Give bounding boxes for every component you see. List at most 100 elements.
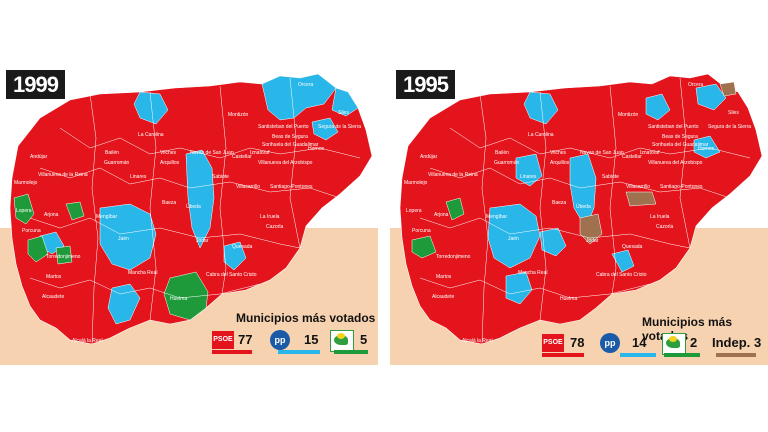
label-cazorla: Cazorla bbox=[266, 224, 283, 230]
legend-bar bbox=[542, 353, 584, 357]
label-arquillos: Arquillos bbox=[160, 160, 180, 166]
pp-region bbox=[223, 241, 247, 271]
label-lopera: Lopera bbox=[16, 208, 32, 214]
label-jaen: Jaén bbox=[118, 236, 129, 242]
label-iznatoraf: Iznatoraf bbox=[250, 150, 270, 156]
label-huelma: Huelma bbox=[560, 296, 577, 302]
pp-region bbox=[185, 149, 215, 249]
label-sorihuela: Sorihuela del Guadalimar bbox=[262, 142, 319, 148]
psoe-logo-icon: PSOE bbox=[212, 331, 234, 349]
label-marmolejo: Marmolejo bbox=[14, 180, 38, 186]
municipality-labels: Santa Elena Aldeaquemada Montizón Bailén… bbox=[14, 74, 361, 344]
label-beas: Beas de Segura bbox=[272, 134, 308, 140]
legend-title: Municipios más votados bbox=[236, 311, 376, 325]
legend-bar bbox=[334, 350, 368, 354]
legend-item-pp: pp 14 bbox=[600, 331, 656, 357]
pp-region bbox=[487, 203, 541, 269]
legend-item-iu: 2 bbox=[662, 331, 706, 357]
iu-region bbox=[445, 197, 465, 221]
legend-count: 2 bbox=[690, 335, 698, 350]
pp-region bbox=[539, 227, 567, 257]
label-villacarrillo: Villacarrillo bbox=[626, 184, 650, 190]
legend-item-pp: pp 15 bbox=[270, 328, 325, 354]
pp-logo-icon: pp bbox=[270, 330, 290, 350]
label-guarroman: Guarromán bbox=[494, 160, 520, 166]
label-martos: Martos bbox=[436, 274, 452, 280]
label-la-iruela: La Iruela bbox=[260, 214, 280, 220]
indep-region bbox=[625, 191, 657, 207]
label-mancha-real: Mancha Real bbox=[518, 270, 547, 276]
pp-region bbox=[645, 93, 671, 121]
label-alcala-real: Alcalá la Real bbox=[72, 338, 103, 344]
iu-region bbox=[55, 245, 73, 265]
indep-region bbox=[579, 213, 603, 245]
year-label: 1999 bbox=[6, 70, 65, 99]
label-quesada: Quesada bbox=[622, 244, 643, 250]
iu-region bbox=[27, 235, 49, 263]
label-mengibar: Mengíbar bbox=[486, 214, 507, 220]
legend-bar bbox=[212, 350, 252, 354]
municipal-borders bbox=[29, 77, 361, 345]
municipal-borders bbox=[419, 77, 751, 345]
label-aldeaquemada: Aldeaquemada bbox=[188, 74, 222, 80]
municipality-labels: Santa Elena Aldeaquemada Montizón Bailén… bbox=[404, 74, 751, 344]
pp-region bbox=[311, 117, 339, 141]
label-martos: Martos bbox=[46, 274, 62, 280]
label-torredonjimeno: Torredonjimeno bbox=[46, 254, 81, 260]
label-mengibar: Mengíbar bbox=[96, 214, 117, 220]
pp-logo-icon: pp bbox=[600, 333, 620, 353]
label-montizon: Montizón bbox=[618, 112, 639, 118]
label-guarroman: Guarromán bbox=[104, 160, 130, 166]
label-villanueva-arzobispo: Villanueva del Arzobispo bbox=[648, 160, 703, 166]
label-sabiote: Sabiote bbox=[602, 174, 619, 180]
pp-region bbox=[107, 283, 141, 325]
label-orcera: Orcera bbox=[298, 82, 314, 88]
label-navas: Navas de San Juan bbox=[190, 150, 234, 156]
label-arjona: Arjona bbox=[44, 212, 59, 218]
label-huelma: Huelma bbox=[170, 296, 187, 302]
legend-count: 3 bbox=[754, 335, 762, 350]
label-siles: Siles bbox=[728, 110, 739, 116]
label-santisteban: Santisteban del Puerto bbox=[648, 124, 699, 130]
label-andujar: Andújar bbox=[420, 154, 438, 160]
legend-bar bbox=[716, 353, 756, 357]
label-santa-elena: Santa Elena bbox=[145, 84, 172, 90]
label-jodar: Jódar bbox=[586, 238, 599, 244]
pp-region bbox=[331, 87, 359, 117]
label-la-carolina: La Carolina bbox=[528, 132, 554, 138]
label-montizon: Montizón bbox=[228, 112, 249, 118]
label-baeza: Baeza bbox=[162, 200, 176, 206]
pp-region bbox=[505, 271, 533, 305]
label-villanueva-reina: Villanueva de la Reina bbox=[428, 172, 478, 178]
label-castellar: Castellar bbox=[232, 154, 252, 160]
legend-count: 14 bbox=[632, 335, 647, 350]
year-label: 1995 bbox=[396, 70, 455, 99]
legend-bar bbox=[278, 350, 320, 354]
legend-item-psoe: PSOE 78 bbox=[542, 331, 602, 357]
pp-region bbox=[611, 249, 635, 273]
label-hornos: Hornos bbox=[308, 146, 325, 152]
label-segura: Segura de la Sierra bbox=[708, 124, 751, 130]
label-cazorla: Cazorla bbox=[656, 224, 673, 230]
label-baeza: Baeza bbox=[552, 200, 566, 206]
pp-region bbox=[693, 135, 721, 159]
label-santa-elena: Santa Elena bbox=[535, 84, 562, 90]
label-orcera: Orcera bbox=[688, 82, 704, 88]
label-castellar: Castellar bbox=[622, 154, 642, 160]
label-sabiote: Sabiote bbox=[212, 174, 229, 180]
label-vilches: Vilches bbox=[550, 150, 567, 156]
label-iznatoraf: Iznatoraf bbox=[640, 150, 660, 156]
label-alcaudete: Alcaudete bbox=[42, 294, 64, 300]
label-segura: Segura de la Sierra bbox=[318, 124, 361, 130]
legend-count: 77 bbox=[238, 332, 253, 347]
legend-count: 15 bbox=[304, 332, 319, 347]
label-jaen: Jaén bbox=[508, 236, 519, 242]
iu-logo-icon bbox=[330, 330, 354, 352]
label-quesada: Quesada bbox=[232, 244, 253, 250]
label-porcuna: Porcuna bbox=[22, 228, 41, 234]
legend-item-psoe: PSOE 77 bbox=[212, 328, 267, 354]
pp-region bbox=[695, 83, 727, 111]
province-map-1995: Santa Elena Aldeaquemada Montizón Bailén… bbox=[390, 73, 768, 365]
label-santiago-pontones: Santiago-Pontones bbox=[660, 184, 703, 190]
label-jodar: Jódar bbox=[196, 238, 209, 244]
